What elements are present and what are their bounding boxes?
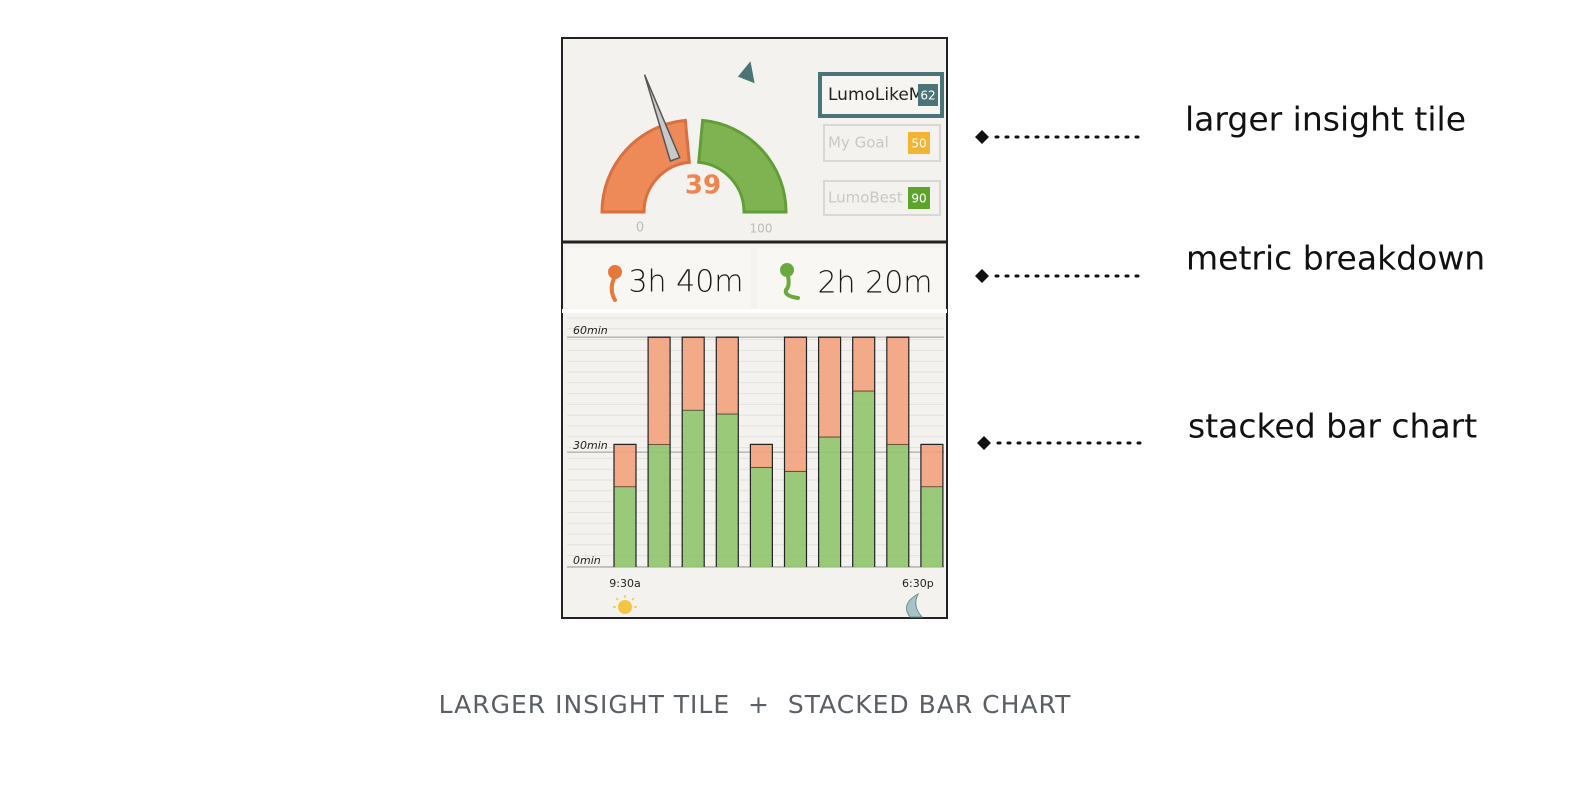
sun-icon (613, 595, 637, 614)
bar-outline (681, 336, 705, 567)
x-tick-label: 6:30p (902, 577, 934, 590)
benchmark-value: 50 (911, 137, 926, 151)
benchmark-label: LumoBest (828, 189, 903, 207)
bar-segment (818, 436, 841, 567)
icon (608, 265, 622, 302)
bar-segment (920, 486, 943, 567)
bar-segment (784, 337, 807, 472)
bar-segment (614, 444, 636, 487)
y-tick-label: 30min (573, 439, 608, 452)
gauge-needle (643, 74, 681, 162)
moon-icon (905, 592, 924, 618)
benchmark-badge (918, 84, 938, 106)
bar-segment (852, 390, 875, 567)
gauge-max: 100 (750, 222, 773, 236)
gauge-min: 0 (636, 221, 644, 236)
bar-outline (852, 336, 876, 567)
bar-outline (613, 443, 637, 567)
bar-segment (682, 337, 705, 410)
bar-segment (682, 409, 705, 567)
annotation: larger insight tile (1185, 100, 1466, 139)
callout (975, 269, 1146, 283)
gauge-value: 39 (685, 171, 721, 201)
benchmark-box (823, 180, 941, 216)
bar-segment (716, 413, 739, 567)
caption: LARGER INSIGHT TILE + STACKED BAR CHART (439, 690, 1072, 719)
benchmark-label: My Goal (828, 134, 889, 152)
bar-segment (648, 444, 671, 567)
benchmark-badge (908, 132, 930, 154)
gauge-arc (697, 118, 788, 214)
metric-value: 2h 20m (817, 266, 932, 301)
bar-outline (886, 336, 910, 567)
benchmark-value: 90 (911, 192, 926, 206)
x-tick-label: 9:30a (609, 577, 640, 590)
icon (780, 263, 800, 300)
bar-outline (818, 336, 842, 567)
bar-segment (818, 337, 841, 437)
benchmark-badge (908, 187, 930, 209)
y-tick-label: 0min (573, 554, 601, 567)
y-tick-label: 60min (573, 324, 608, 337)
bar-outline (920, 443, 944, 567)
metric-tile (566, 248, 751, 308)
benchmark-marker (737, 61, 755, 84)
bar-segment (886, 444, 909, 567)
annotation: metric breakdown (1186, 239, 1485, 278)
bar-segment (648, 337, 671, 445)
bar-outline (783, 336, 808, 567)
bar-segment (750, 444, 773, 468)
bar-outline (715, 336, 739, 567)
bar-segment (750, 467, 773, 567)
annotation: stacked bar chart (1188, 407, 1477, 446)
bar-segment (852, 337, 875, 391)
callout (975, 130, 1144, 144)
bar-segment (614, 486, 636, 567)
bar-outline (749, 443, 773, 567)
benchmark-box (823, 124, 941, 162)
bar-segment (784, 471, 807, 567)
bar-outline (647, 336, 671, 567)
callout (977, 436, 1148, 450)
bar-segment (886, 337, 909, 445)
benchmark-value: 62 (920, 89, 935, 103)
bar-segment (716, 337, 739, 414)
benchmark-label: LumoLikeMe (828, 85, 934, 105)
bar-segment (920, 444, 943, 487)
metric-value: 3h 40m (628, 265, 743, 300)
